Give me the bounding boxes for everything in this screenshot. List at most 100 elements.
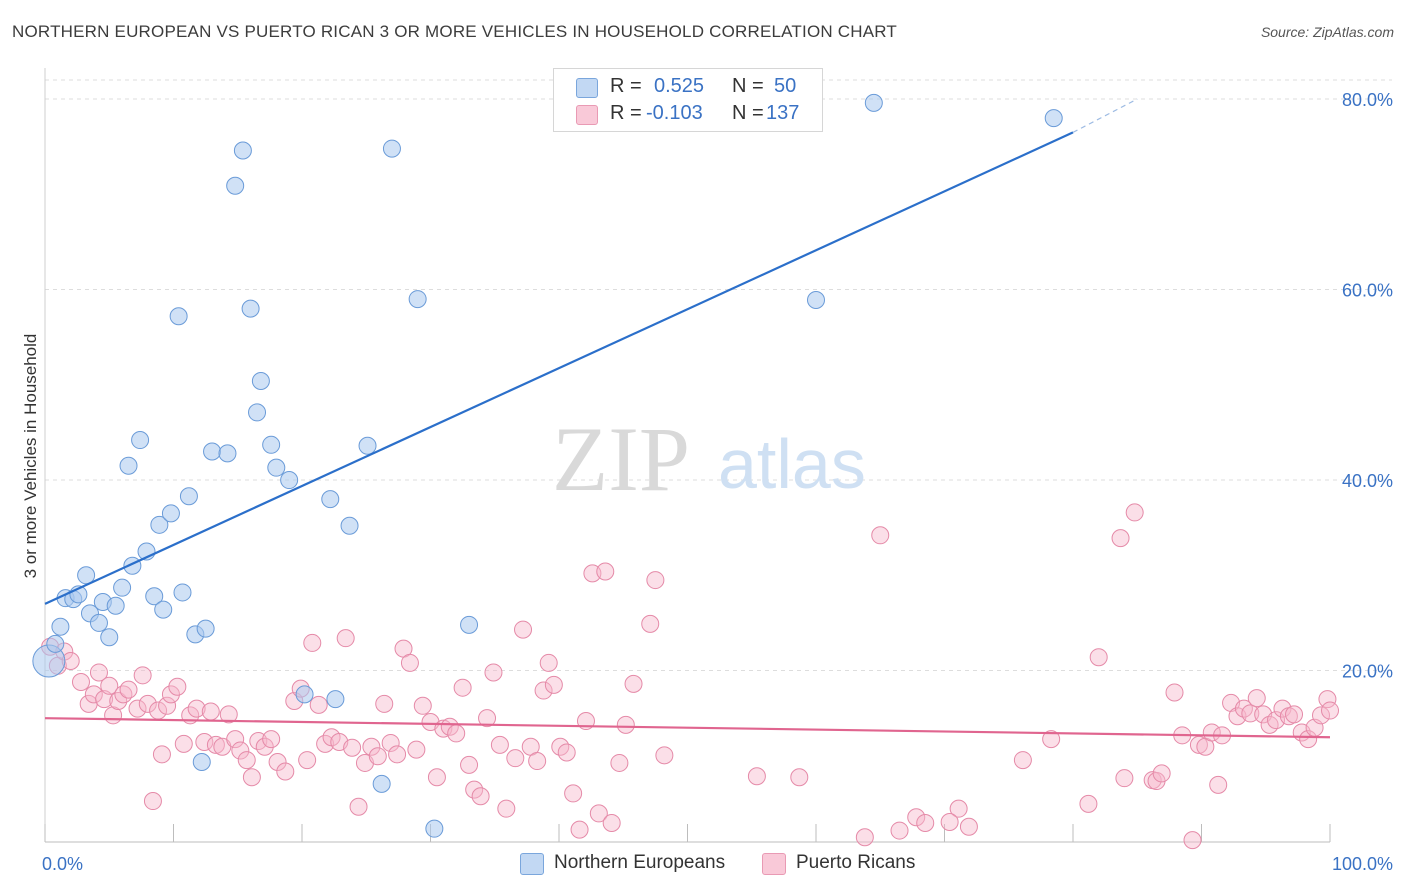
northern-european-point xyxy=(218,444,237,463)
puerto-rican-point xyxy=(1115,769,1134,788)
puerto-rican-point xyxy=(219,705,238,724)
northern-european-point xyxy=(267,458,286,477)
puerto-rican-point xyxy=(89,663,108,682)
northern-european-point xyxy=(372,774,391,793)
puerto-rican-point xyxy=(646,571,665,590)
puerto-rican-point xyxy=(940,812,959,831)
y-tick-label: 40.0% xyxy=(1342,471,1393,491)
puerto-rican-point xyxy=(362,737,381,756)
puerto-rican-point xyxy=(1013,751,1032,770)
northern-european-point xyxy=(326,690,345,709)
puerto-rican-point xyxy=(506,749,525,768)
puerto-rican-point xyxy=(138,694,157,713)
puerto-rican-point xyxy=(539,653,558,672)
puerto-rican-point xyxy=(1241,704,1260,723)
puerto-rican-point xyxy=(195,732,214,751)
y-tick-label: 20.0% xyxy=(1342,662,1393,682)
puerto-rican-point xyxy=(855,828,874,847)
puerto-rican-point xyxy=(1312,706,1331,725)
puerto-rican-point xyxy=(268,752,287,771)
northern-european-point xyxy=(145,587,164,606)
puerto-rican-point xyxy=(478,709,497,728)
watermark-zip: ZIP xyxy=(552,408,690,510)
northern-european-point xyxy=(173,583,192,602)
puerto-rican-point xyxy=(1152,764,1171,783)
puerto-ricans-points xyxy=(41,503,1339,850)
northern-european-point xyxy=(321,490,340,509)
puerto-rican-point xyxy=(564,784,583,803)
northern-european-point xyxy=(154,600,173,619)
bottom-legend-swatch-pink xyxy=(762,853,786,875)
northern-european-point xyxy=(113,578,132,597)
puerto-rican-point xyxy=(596,562,615,581)
northern-european-point xyxy=(233,141,252,160)
puerto-rican-point xyxy=(413,696,432,715)
puerto-rican-point xyxy=(231,741,250,760)
northern-european-point xyxy=(280,471,299,490)
puerto-rican-point xyxy=(602,813,621,832)
puerto-rican-point xyxy=(316,734,335,753)
correlation-legend: R = 0.525 N = 50 R = -0.103 N = 137 xyxy=(553,68,823,132)
puerto-rican-point xyxy=(1273,699,1292,718)
puerto-rican-point xyxy=(460,755,479,774)
puerto-rican-point xyxy=(400,653,419,672)
puerto-rican-point xyxy=(1318,690,1337,709)
northern-european-point xyxy=(226,176,245,195)
northern-european-point xyxy=(864,93,883,112)
northern-europeans-trend-extension xyxy=(1072,98,1138,133)
northern-european-point xyxy=(161,504,180,523)
northern-europeans-points xyxy=(32,93,1063,838)
northern-european-point xyxy=(100,628,119,647)
northern-european-point xyxy=(807,291,825,310)
gridlines xyxy=(45,79,1392,672)
northern-european-point xyxy=(169,307,188,326)
puerto-rican-point xyxy=(1125,503,1144,522)
northern-european-point xyxy=(196,619,215,638)
puerto-rican-point xyxy=(610,753,629,772)
legend-n-value: 137 xyxy=(766,102,800,124)
puerto-rican-point xyxy=(514,620,533,639)
northern-european-point xyxy=(358,436,377,455)
northern-european-point xyxy=(340,516,359,535)
x-tick-label-min: 0.0% xyxy=(42,854,83,874)
puerto-rican-point xyxy=(349,797,368,816)
watermark: ZIP atlas xyxy=(552,408,866,510)
puerto-rican-point xyxy=(465,780,484,799)
northern-european-point xyxy=(192,752,211,771)
puerto-rican-point xyxy=(747,767,766,786)
puerto-rican-point xyxy=(1183,831,1202,850)
puerto-rican-point xyxy=(1165,683,1184,702)
puerto-rican-point xyxy=(174,734,193,753)
puerto-rican-point xyxy=(616,715,635,734)
puerto-rican-point xyxy=(1285,705,1304,724)
puerto-rican-point xyxy=(1234,699,1253,718)
puerto-rican-point xyxy=(128,699,147,718)
legend-n-value: 50 xyxy=(774,75,797,97)
northern-european-point xyxy=(203,442,222,461)
puerto-rican-point xyxy=(187,699,206,718)
puerto-rican-point xyxy=(114,685,133,704)
northern-european-point xyxy=(51,617,70,636)
northern-european-point xyxy=(119,456,138,475)
puerto-rican-point xyxy=(255,737,274,756)
puerto-rican-point xyxy=(276,762,295,781)
puerto-rican-point xyxy=(959,817,978,836)
puerto-rican-point xyxy=(1260,715,1279,734)
x-tick-label-max: 100.0% xyxy=(1332,854,1393,874)
y-tick-label: 80.0% xyxy=(1342,90,1393,110)
puerto-rican-point xyxy=(916,813,935,832)
northern-european-point xyxy=(106,596,125,615)
puerto-rican-point xyxy=(158,696,177,715)
puerto-rican-point xyxy=(375,694,394,713)
puerto-rican-point xyxy=(242,768,261,787)
northern-european-point xyxy=(248,403,267,422)
puerto-rican-point xyxy=(84,685,103,704)
northern-europeans-trend-line xyxy=(44,131,1074,605)
legend-swatch-blue xyxy=(576,78,598,98)
northern-european-point xyxy=(382,139,401,158)
puerto-rican-point xyxy=(655,746,674,765)
puerto-rican-point xyxy=(589,804,608,823)
puerto-rican-point xyxy=(447,724,466,743)
puerto-rican-point xyxy=(557,743,576,762)
y-axis-label: 3 or more Vehicles in Household xyxy=(21,334,40,579)
